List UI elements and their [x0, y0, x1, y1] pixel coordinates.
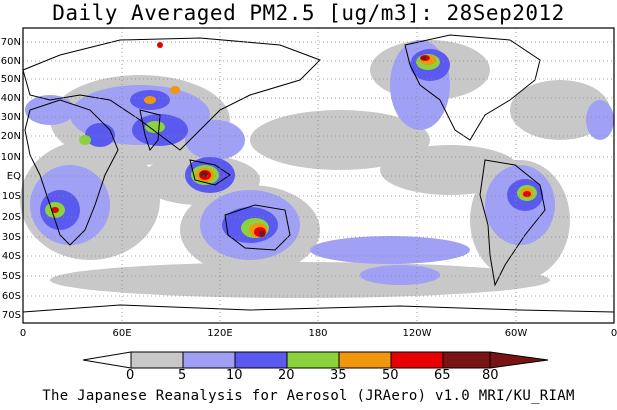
- lat-label: 10N: [1, 152, 21, 163]
- lat-label: 20S: [2, 212, 21, 223]
- lon-axis: 0 60E 120E 180 120W 60W 0: [20, 328, 617, 339]
- coastline-layer: [22, 34, 615, 313]
- pm25-field-layer: [20, 40, 614, 298]
- lon-label: 120E: [207, 328, 232, 339]
- lat-label: 50S: [2, 271, 21, 282]
- lat-label: 60N: [1, 56, 21, 67]
- colorbar-segment: [234, 351, 288, 369]
- lat-label: 20N: [1, 131, 21, 142]
- lat-label: 40S: [2, 251, 21, 262]
- colorbar-segment: [286, 351, 340, 369]
- lat-label: 70S: [2, 310, 21, 321]
- lat-label: 10S: [2, 191, 21, 202]
- colorbar-label: 10: [226, 368, 243, 383]
- lat-label: 30S: [2, 232, 21, 243]
- coastline-india: [139, 109, 161, 152]
- coastline-australia: [224, 204, 291, 251]
- lon-label: 60E: [112, 328, 131, 339]
- lon-label: 180: [308, 328, 327, 339]
- lat-label: 30N: [1, 112, 21, 123]
- colorbar-segment: [489, 351, 549, 369]
- colorbar-label: 20: [278, 368, 295, 383]
- lon-label: 60W: [505, 328, 528, 339]
- lat-label: EQ: [7, 171, 21, 182]
- colorbar-segment: [390, 351, 444, 369]
- colorbar-label: 80: [482, 368, 499, 383]
- lat-label: 50N: [1, 74, 21, 85]
- map-frame: [22, 27, 615, 324]
- footer-credit: The Japanese Reanalysis for Aerosol (JRA…: [42, 388, 575, 404]
- lon-label: 120W: [403, 328, 432, 339]
- colorbar-label: 35: [330, 368, 347, 383]
- colorbar-segment: [130, 351, 184, 369]
- colorbar-label: 0: [126, 368, 135, 383]
- coastline-south-america: [479, 159, 546, 287]
- coastline-antarctica: [22, 304, 615, 313]
- coastline-north-america: [404, 34, 541, 141]
- lat-label: 70N: [1, 37, 21, 48]
- coastline-indonesia: [189, 159, 231, 186]
- map-title: Daily Averaged PM2.5 [ug/m3]: 28Sep2012: [52, 1, 565, 25]
- colorbar-segment: [338, 351, 392, 369]
- lat-label: 60S: [2, 291, 21, 302]
- colorbar-segment: [182, 351, 236, 369]
- lat-axis: 70N 60N 50N 40N 30N 20N 10N EQ 10S 20S 3…: [1, 37, 21, 321]
- colorbar-label: 65: [434, 368, 451, 383]
- lat-label: 40N: [1, 93, 21, 104]
- colorbar-segment: [442, 351, 491, 369]
- gridlines: [23, 28, 614, 323]
- colorbar-label: 5: [178, 368, 187, 383]
- coastline-africa: [24, 99, 119, 246]
- colorbar-segment: [82, 351, 132, 369]
- lon-label: 0: [20, 328, 26, 339]
- lon-label: 0: [611, 328, 617, 339]
- coastline-eurasia: [22, 37, 321, 151]
- colorbar: [82, 351, 549, 369]
- colorbar-label: 50: [382, 368, 399, 383]
